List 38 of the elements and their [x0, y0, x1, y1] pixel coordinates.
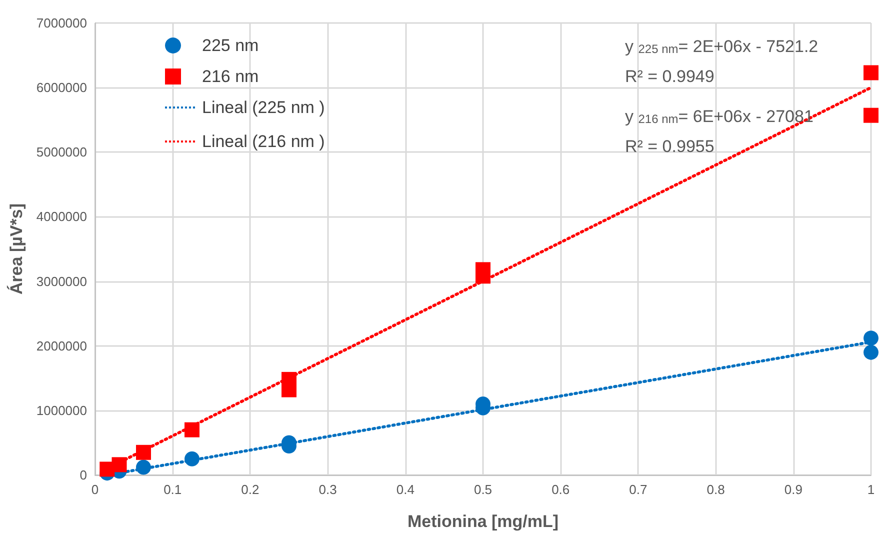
x-tick-label: 0	[91, 482, 99, 497]
x-tick-label: 0.8	[706, 482, 725, 497]
x-tick-label: 0.3	[318, 482, 337, 497]
y-tick-label: 4000000	[36, 209, 87, 224]
x-tick-label: 0.7	[629, 482, 648, 497]
y-tick-label: 2000000	[36, 338, 87, 354]
x-tick-label: 0.4	[396, 482, 414, 497]
x-tick-label: 1	[867, 482, 875, 497]
point	[112, 457, 127, 472]
point	[864, 65, 878, 80]
point	[864, 344, 878, 360]
legend-label: Lineal (216 nm )	[202, 132, 325, 151]
x-axis-title: Metionina [mg/mL]	[407, 512, 559, 531]
y-tick-label: 0	[80, 468, 87, 482]
x-tick-label: 0.1	[164, 482, 182, 497]
point	[184, 451, 200, 466]
y-tick-label: 6000000	[36, 80, 87, 96]
annotation: R² = 0.9955	[625, 137, 714, 156]
y-tick-label: 7000000	[36, 16, 87, 30]
x-tick-label: 0.9	[784, 482, 802, 497]
y-axis-title: Área [µV*s]	[6, 203, 26, 295]
y-tick-label: 5000000	[36, 144, 87, 160]
x-tick-label: 0.5	[474, 482, 492, 497]
annotation: y 225 nm= 2E+06x - 7521.2	[625, 37, 818, 56]
point	[864, 108, 878, 123]
x-tick-label: 0.6	[552, 482, 570, 497]
legend-label: Lineal (225 nm )	[202, 98, 325, 117]
annotation: R² = 0.9949	[625, 67, 714, 86]
annotation: y 216 nm= 6E+06x - 27081	[625, 107, 814, 126]
y-tick-label: 3000000	[36, 274, 87, 289]
point	[136, 460, 151, 475]
point	[184, 422, 200, 438]
x-tick-label: 0.2	[241, 482, 260, 497]
legend-label: 216 nm	[202, 67, 259, 86]
point	[136, 444, 151, 460]
legend-label: 225 nm	[202, 36, 259, 55]
point	[864, 330, 878, 346]
y-tick-label: 1000000	[36, 402, 87, 418]
